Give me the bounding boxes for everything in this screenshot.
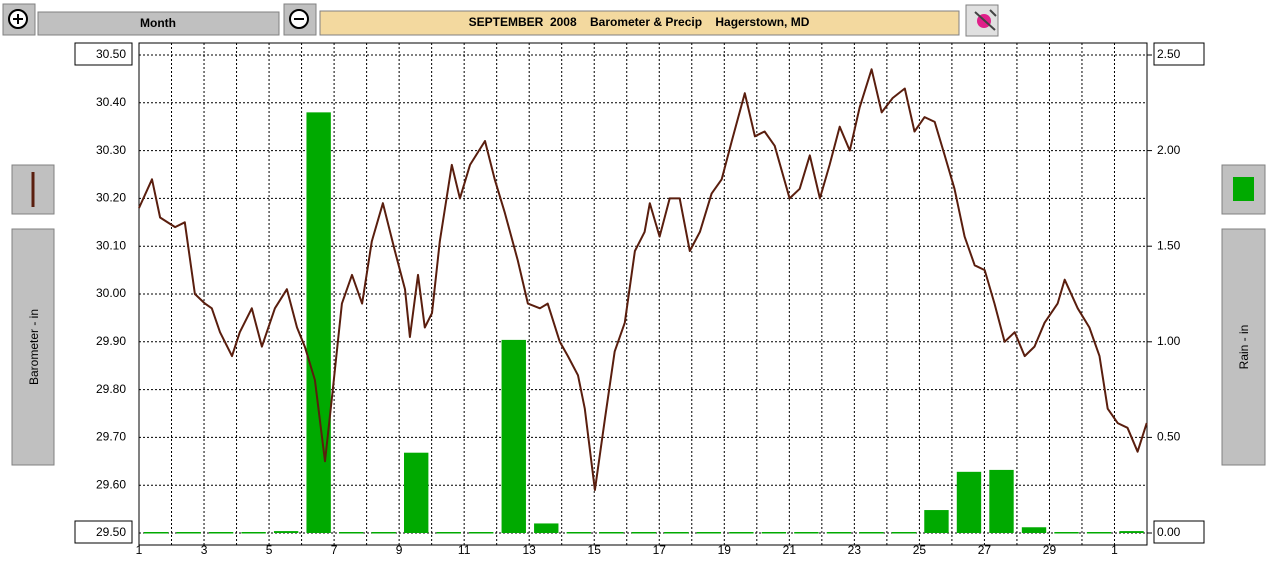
x-tick-label: 7 xyxy=(331,543,338,557)
bar-legend-swatch xyxy=(1233,177,1254,201)
y-tick-label: 29.90 xyxy=(96,334,126,348)
rain-bar xyxy=(306,112,331,534)
period-label: Month xyxy=(140,16,176,30)
chart-title: SEPTEMBER 2008 Barometer & Precip Hagers… xyxy=(469,15,810,29)
period-button[interactable] xyxy=(37,11,280,36)
y-tick-label: 29.50 xyxy=(96,525,126,539)
rain-bar xyxy=(859,532,884,534)
rain-bar xyxy=(176,532,201,534)
rain-bar xyxy=(208,532,234,534)
rain-bar xyxy=(501,339,526,533)
rain-bar xyxy=(761,532,787,534)
x-tick-label: 11 xyxy=(458,543,471,557)
x-tick-label: 3 xyxy=(201,543,208,557)
rain-bar xyxy=(436,532,461,534)
rain-bar xyxy=(664,532,689,534)
y-tick-label: 30.20 xyxy=(96,191,126,205)
rain-bar xyxy=(534,523,559,533)
y2-label-box xyxy=(1153,520,1205,544)
y2-tick-label: 1.50 xyxy=(1157,238,1181,252)
y-tick-label: 29.70 xyxy=(96,430,126,444)
x-tick-label: 23 xyxy=(848,543,862,557)
y2-tick-label: 0.00 xyxy=(1157,525,1181,539)
x-tick-label: 13 xyxy=(523,543,537,557)
rain-bar xyxy=(1086,532,1112,534)
y2-tick-label: 1.00 xyxy=(1157,334,1181,348)
rain-bar xyxy=(338,532,364,534)
y-tick-label: 30.30 xyxy=(96,143,126,157)
rain-bar xyxy=(566,532,591,534)
right-axis-panel xyxy=(1221,228,1266,466)
y-tick-label: 30.50 xyxy=(96,47,126,61)
rain-bar xyxy=(826,532,852,534)
rain-bar xyxy=(1054,532,1079,534)
y2-tick-label: 2.00 xyxy=(1157,143,1181,157)
y2-tick-label: 2.50 xyxy=(1157,47,1181,61)
rain-bar xyxy=(794,532,819,534)
x-tick-label: 1 xyxy=(136,543,143,557)
x-tick-label: 29 xyxy=(1043,543,1057,557)
x-tick-label: 9 xyxy=(396,543,403,557)
rain-bar xyxy=(404,452,429,533)
x-tick-label: 17 xyxy=(653,543,667,557)
rain-bar xyxy=(1021,527,1047,533)
y-tick-label: 30.00 xyxy=(96,286,126,300)
y-tick-label: 30.10 xyxy=(96,238,126,252)
x-tick-label: 5 xyxy=(266,543,273,557)
rain-bar xyxy=(469,532,494,534)
rain-bar xyxy=(989,469,1014,533)
x-tick-label: 15 xyxy=(588,543,602,557)
rain-bar xyxy=(891,532,917,534)
x-tick-label: 1 xyxy=(1111,543,1118,557)
rain-bar xyxy=(696,532,722,534)
x-tick-label: 27 xyxy=(978,543,992,557)
title-bar xyxy=(319,10,960,36)
y-axis-label: Barometer - in xyxy=(27,309,41,385)
left-axis-panel xyxy=(11,228,55,466)
y-tick-label: 29.60 xyxy=(96,477,126,491)
rain-bar xyxy=(1119,531,1144,533)
rain-bar xyxy=(599,532,624,534)
y-label-box xyxy=(74,42,133,66)
tool-icon xyxy=(974,9,997,31)
y2-tick-label: 0.50 xyxy=(1157,430,1181,444)
zoom-in-icon xyxy=(13,14,23,24)
rain-bar xyxy=(273,531,299,533)
y2-label-box xyxy=(1153,42,1205,66)
y-tick-label: 30.40 xyxy=(96,95,126,109)
x-tick-label: 19 xyxy=(718,543,732,557)
bar-legend-button[interactable] xyxy=(1221,164,1266,215)
rain-bar xyxy=(631,532,657,534)
rain-bar xyxy=(956,471,982,533)
rain-bar xyxy=(924,510,949,533)
barometer-line xyxy=(138,68,1148,491)
y-label-box xyxy=(74,520,133,544)
x-tick-label: 25 xyxy=(913,543,927,557)
y2-axis-label: Rain - in xyxy=(1237,325,1251,370)
rain-bar xyxy=(729,532,754,534)
x-tick-label: 21 xyxy=(783,543,797,557)
rain-bar xyxy=(241,532,266,534)
rain-bar xyxy=(371,532,396,534)
y-tick-label: 29.80 xyxy=(96,382,126,396)
rain-bar xyxy=(143,532,169,534)
